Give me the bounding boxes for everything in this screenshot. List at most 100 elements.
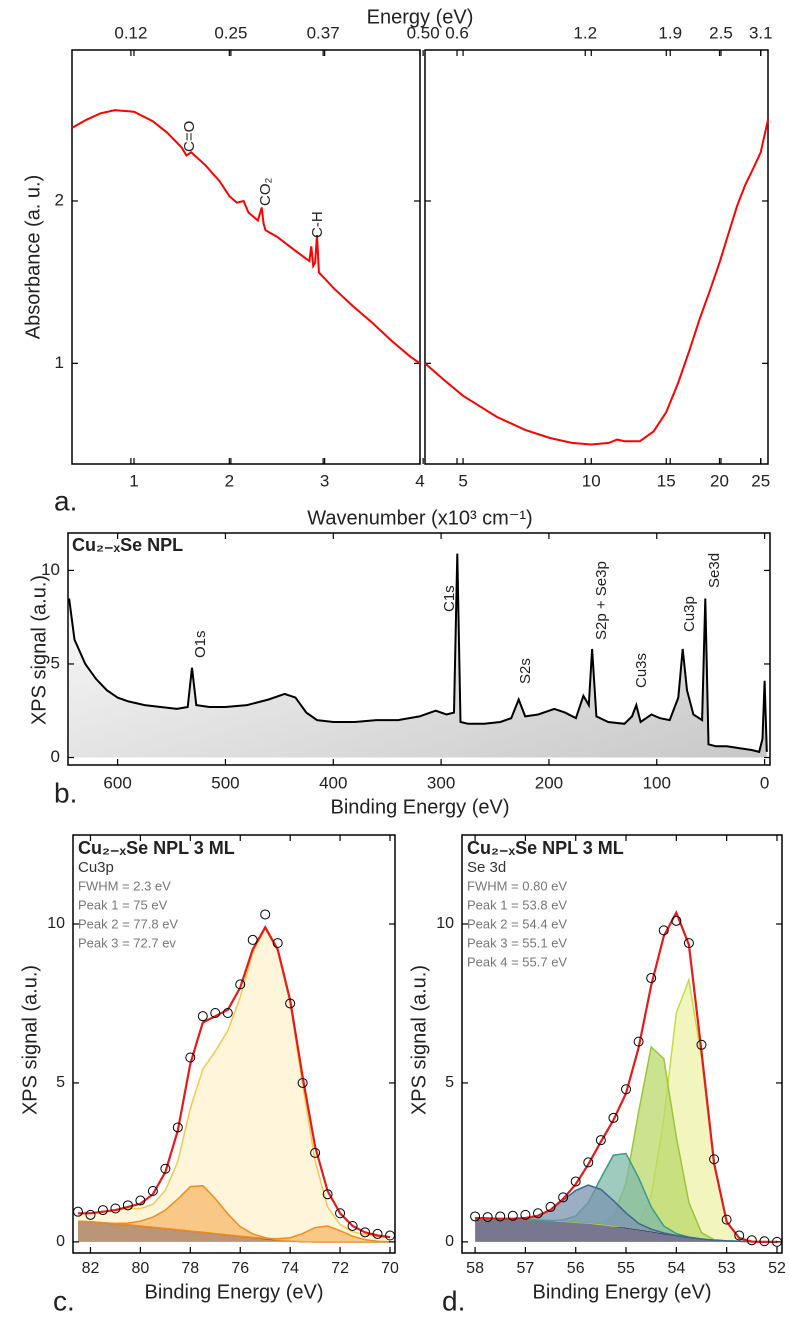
data-point (372, 1228, 383, 1239)
data-point (322, 1189, 333, 1200)
x-tick-label: 1 (129, 471, 138, 490)
x-tick-label: 0.37 (307, 23, 340, 42)
data-point (385, 1230, 396, 1241)
fit-note: Peak 3 = 72.7 ev (78, 935, 176, 950)
component-area (78, 1185, 390, 1242)
x-tick-label: 10 (582, 471, 601, 490)
y-axis-label: Absorbance (a. u.) (22, 175, 44, 340)
component-line (78, 926, 391, 1238)
peak-annotation: CO₂ (257, 178, 274, 207)
x-tick-label: 56 (567, 1260, 585, 1277)
data-point (671, 915, 682, 926)
y-tick-label: 10 (436, 915, 454, 932)
fit-note: Peak 2 = 77.8 eV (78, 916, 178, 931)
x-tick-label: 54 (667, 1260, 685, 1277)
peak-annotation: O1s (192, 630, 209, 658)
chart-title: Cu₂₋ₓSe NPL 3 ML (467, 838, 624, 858)
x-tick-label: 57 (516, 1260, 534, 1277)
data-point (470, 1211, 481, 1222)
data-point (583, 1157, 594, 1168)
data-point (734, 1230, 745, 1241)
data-point (360, 1227, 371, 1238)
x-tick-label: 4 (415, 471, 424, 490)
x-tick-label: 15 (657, 471, 676, 490)
data-point (595, 1135, 606, 1146)
plot-frame (461, 834, 783, 1254)
data-point (272, 938, 283, 949)
plot-frame (424, 49, 769, 465)
data-point (185, 1052, 196, 1063)
data-point (482, 1212, 493, 1223)
data-point (721, 1214, 732, 1225)
component-area (78, 1221, 390, 1242)
x-axis-label: Wavenumber (x10³ cm⁻¹) (307, 507, 532, 529)
data-point (260, 909, 271, 920)
y-tick-label: 5 (56, 1074, 65, 1091)
x-tick-label: 74 (281, 1260, 299, 1277)
component-area (78, 928, 390, 1242)
x-tick-label: 76 (231, 1260, 249, 1277)
data-point (222, 1008, 233, 1019)
data-point (759, 1236, 770, 1247)
peak-annotation: Cu3s (633, 653, 650, 688)
panel-label: c. (53, 1285, 75, 1316)
x-tick-label: 0.12 (114, 23, 147, 42)
data-point (608, 1112, 619, 1123)
plot-frame (71, 49, 421, 465)
data-point (235, 979, 246, 990)
plot-frame (67, 532, 771, 766)
x-tick-label: 55 (617, 1260, 635, 1277)
x-tick-label: 1.9 (658, 23, 682, 42)
fit-note: Peak 4 = 55.7 eV (467, 954, 567, 969)
x-axis-label: Binding Energy (eV) (145, 1281, 324, 1303)
peak-annotation: S2s (517, 658, 534, 684)
y-tick-label: 0 (445, 1233, 454, 1250)
y-axis-label: XPS signal (a.u.) (28, 575, 50, 725)
data-point (197, 1011, 208, 1022)
y-tick-label: 10 (47, 915, 65, 932)
x-tick-label: 400 (319, 773, 347, 792)
data-point (658, 925, 669, 936)
x-tick-label: 2.5 (709, 23, 733, 42)
component-area (475, 1153, 777, 1242)
spectrum-area (69, 553, 767, 758)
data-point (85, 1209, 96, 1220)
fit-note: Peak 1 = 75 eV (78, 897, 168, 912)
fit-note: Peak 3 = 55.1 eV (467, 935, 567, 950)
panel-label: d. (442, 1285, 465, 1316)
data-point (347, 1220, 358, 1231)
data-point (520, 1209, 531, 1220)
fit-note: FWHM = 2.3 eV (78, 878, 171, 893)
peak-annotation: S2p + Se3p (593, 561, 610, 640)
data-point (545, 1201, 556, 1212)
x-tick-label: 5 (458, 471, 467, 490)
data-point (507, 1210, 518, 1221)
x-tick-label: 3 (320, 471, 329, 490)
x-tick-label: 53 (718, 1260, 736, 1277)
peak-annotation: Se3d (706, 553, 723, 588)
plot-frame (72, 834, 396, 1254)
x-tick-label: 80 (131, 1260, 149, 1277)
chart-subtitle: Cu3p (78, 859, 114, 876)
x-tick-label: 52 (768, 1260, 786, 1277)
peak-annotation: C1s (441, 585, 458, 612)
y-axis-label: XPS signal (a.u.) (408, 965, 430, 1115)
data-point (285, 998, 296, 1009)
x-tick-label: 25 (751, 471, 770, 490)
data-point (495, 1211, 506, 1222)
x-tick-label: 0 (760, 773, 769, 792)
x-tick-label: 600 (103, 773, 131, 792)
x-tick-label: 78 (181, 1260, 199, 1277)
data-point (683, 938, 694, 949)
x-tick-label: 500 (211, 773, 239, 792)
fit-note: FWHM = 0.80 eV (467, 878, 567, 893)
x-tick-label: 3.1 (749, 23, 773, 42)
data-point (709, 1154, 720, 1165)
x-tick-label: 0.25 (214, 23, 247, 42)
data-point (135, 1195, 146, 1206)
y-tick-label: 5 (445, 1074, 454, 1091)
peak-annotation: Cu3p (681, 596, 698, 632)
data-point (621, 1084, 632, 1095)
